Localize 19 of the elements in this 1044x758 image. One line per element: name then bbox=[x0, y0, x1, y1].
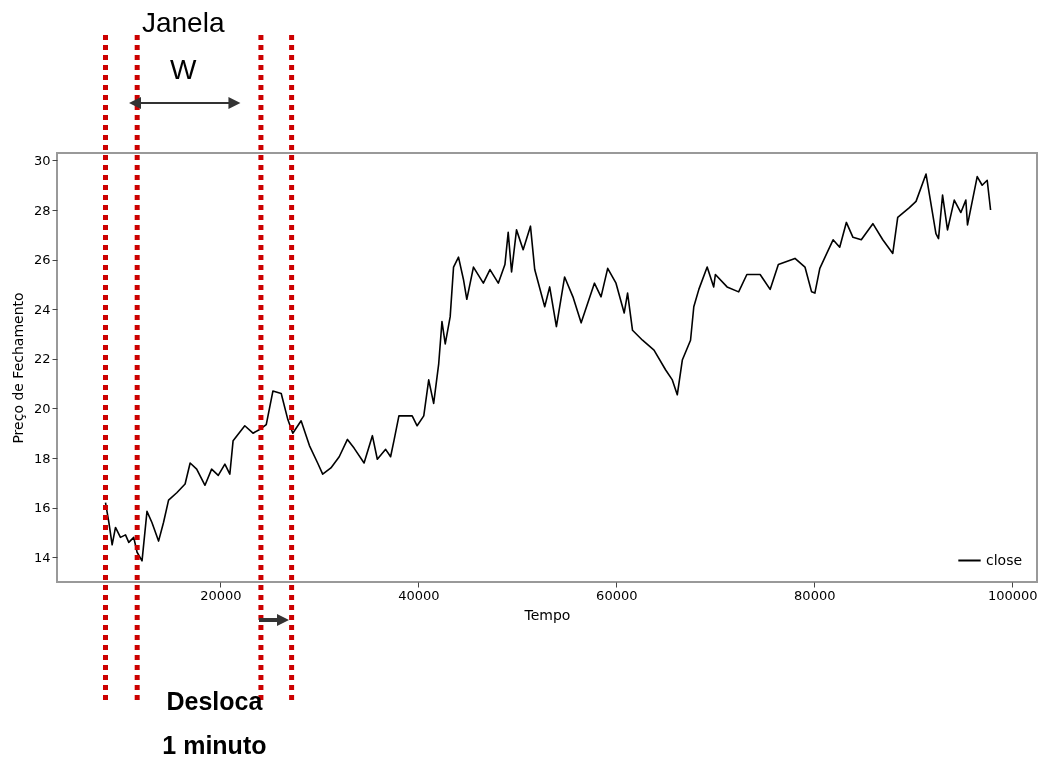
y-tick-label: 14 bbox=[33, 549, 51, 565]
y-tick-label: 24 bbox=[33, 301, 51, 317]
x-tick-label: 40000 bbox=[398, 587, 440, 603]
text: Janela W bbox=[141, 7, 225, 85]
y-tick-label: 18 bbox=[33, 450, 51, 466]
x-axis-title: Tempo bbox=[523, 606, 571, 623]
y-tick-label: 26 bbox=[33, 252, 51, 268]
y-tick-label: 30 bbox=[33, 152, 51, 168]
x-tick-label: 100000 bbox=[987, 587, 1038, 603]
y-tick-label: 28 bbox=[33, 202, 51, 218]
y-tick-label: 22 bbox=[33, 351, 51, 367]
legend-label: close bbox=[986, 551, 1023, 568]
y-tick-label: 16 bbox=[33, 500, 51, 516]
y-tick-label: 20 bbox=[33, 400, 51, 416]
y-axis-title: Preço de Fechamento bbox=[9, 292, 26, 444]
text: Desloca 1 minuto bbox=[162, 687, 267, 758]
x-tick-label: 60000 bbox=[596, 587, 638, 603]
x-tick-label: 80000 bbox=[794, 587, 836, 603]
x-tick-label: 20000 bbox=[200, 587, 242, 603]
